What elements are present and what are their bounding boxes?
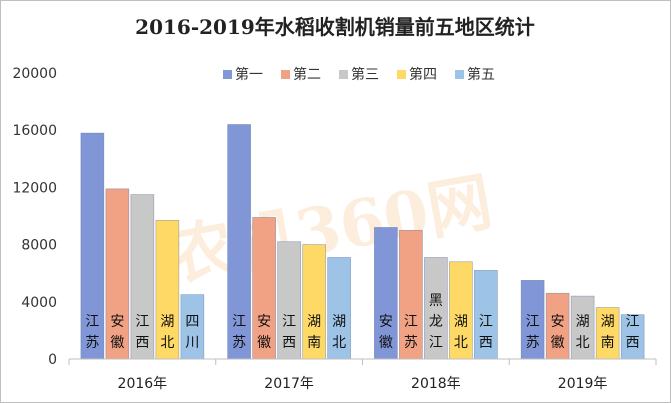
bar-data-label: 江苏 xyxy=(232,314,246,351)
legend-swatch xyxy=(223,70,232,79)
x-tick-label: 2018年 xyxy=(411,376,461,392)
bar-data-label: 江苏 xyxy=(404,314,418,351)
bar-data-label: 江苏 xyxy=(526,314,540,351)
legend-entry: 第三 xyxy=(351,66,379,83)
bar-data-label: 安徽 xyxy=(379,314,393,351)
bar-data-label: 湖北 xyxy=(160,314,174,351)
bar-data-label: 安徽 xyxy=(551,314,565,351)
bar-data-label: 安徽 xyxy=(257,314,271,351)
bar-data-label: 湖北 xyxy=(332,314,346,351)
bar-data-label: 安徽 xyxy=(110,314,124,351)
bar-data-label: 湖南 xyxy=(307,314,321,351)
y-tick-label: 20000 xyxy=(12,66,57,82)
bar-data-label: 黑龙江 xyxy=(429,293,443,351)
bar-data-label: 江苏 xyxy=(85,314,99,351)
bar-data-label: 江西 xyxy=(626,314,640,351)
legend-swatch xyxy=(397,70,406,79)
bar-data-label: 江西 xyxy=(479,314,493,351)
y-tick-label: 8000 xyxy=(21,238,57,254)
bar-data-label: 四川 xyxy=(185,314,199,351)
legend-swatch xyxy=(455,70,464,79)
y-tick-label: 16000 xyxy=(12,123,57,139)
bar xyxy=(105,188,130,360)
legend-entry: 第二 xyxy=(293,66,321,83)
bar-data-label: 江西 xyxy=(282,314,296,351)
chart-title: 2016-2019年水稻收割机销量前五地区统计 xyxy=(135,15,535,39)
x-tick-label: 2017年 xyxy=(264,376,314,392)
bar-data-label: 湖南 xyxy=(601,314,615,351)
x-tick-label: 2016年 xyxy=(118,376,168,392)
legend-entry: 第四 xyxy=(409,66,437,83)
bar-data-label: 江西 xyxy=(135,314,149,351)
legend-swatch xyxy=(339,70,348,79)
bar-data-label: 湖北 xyxy=(454,314,468,351)
legend-swatch xyxy=(281,70,290,79)
legend-entry: 第五 xyxy=(467,66,495,83)
y-tick-label: 12000 xyxy=(12,180,57,196)
legend-entry: 第一 xyxy=(235,66,263,83)
y-tick-label: 4000 xyxy=(21,295,57,311)
y-tick-label: 0 xyxy=(48,352,57,368)
bar-data-label: 湖北 xyxy=(576,314,590,351)
x-tick-label: 2019年 xyxy=(558,376,608,392)
